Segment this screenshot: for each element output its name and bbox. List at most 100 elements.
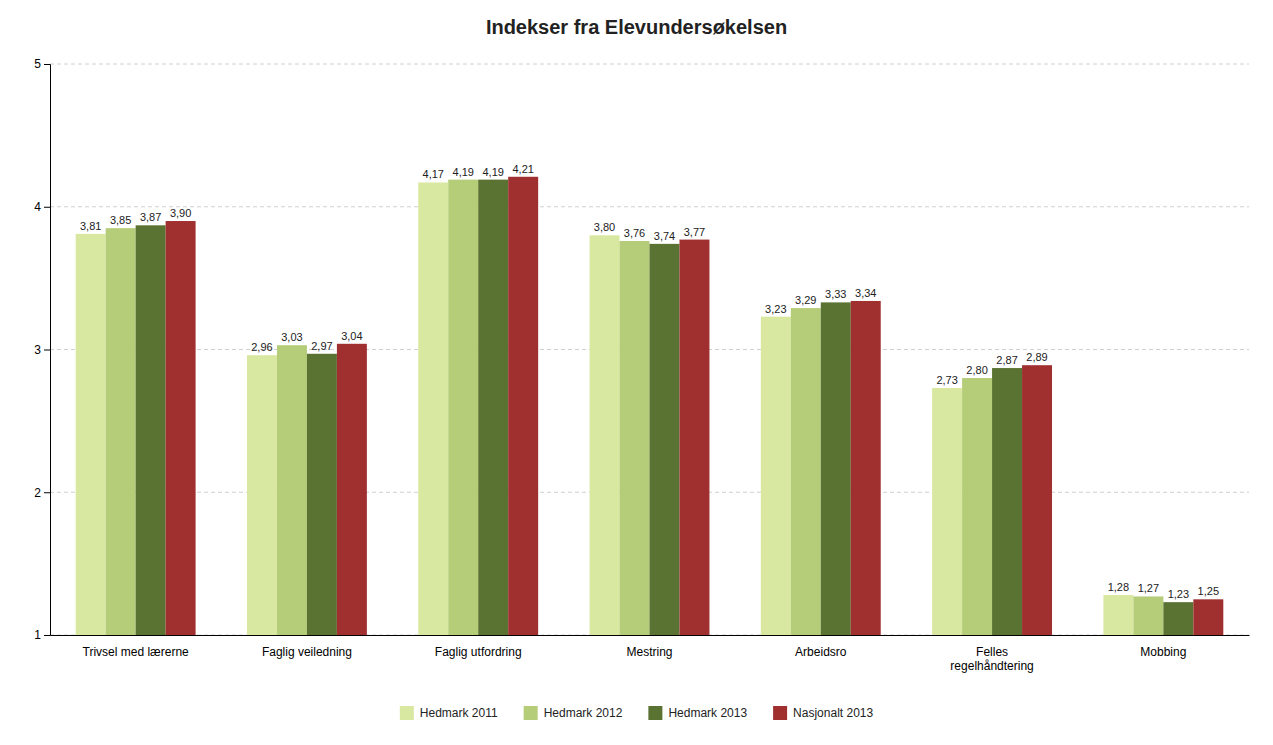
- legend-swatch: [400, 706, 414, 720]
- legend-swatch: [648, 706, 662, 720]
- data-label: 1,27: [1138, 582, 1159, 594]
- x-tick-label: Faglig utfordring: [435, 645, 522, 659]
- y-tick-label: 5: [34, 57, 41, 71]
- data-label: 3,81: [80, 220, 101, 232]
- data-label: 3,85: [110, 214, 131, 226]
- bar: [679, 240, 709, 635]
- legend: Hedmark 2011 Hedmark 2012 Hedmark 2013 Nasj…: [400, 706, 874, 720]
- bars: [76, 177, 1224, 635]
- bar: [962, 378, 992, 635]
- x-tick-label-line: Faglig utfordring: [435, 645, 522, 659]
- bar: [992, 368, 1022, 635]
- data-label: 2,80: [966, 364, 987, 376]
- bar: [1133, 596, 1163, 635]
- data-label: 1,23: [1168, 588, 1189, 600]
- y-tick-label: 4: [34, 200, 41, 214]
- data-label: 3,80: [594, 221, 615, 233]
- y-tick-label: 1: [34, 628, 41, 642]
- x-tick-label: Faglig veiledning: [262, 645, 352, 659]
- legend-swatch: [524, 706, 538, 720]
- y-tick-mark: [44, 635, 50, 636]
- bar: [106, 228, 136, 635]
- data-label: 3,33: [825, 288, 846, 300]
- chart: Indekser fra Elevundersøkelsen 1 2 3 4 5 3,81 2…: [0, 0, 1273, 745]
- bar: [508, 177, 538, 635]
- bar-series: [166, 177, 1224, 635]
- data-label: 1,28: [1108, 581, 1129, 593]
- y-axis-line: [44, 65, 51, 636]
- data-label: 3,34: [855, 287, 876, 299]
- data-label: 4,19: [482, 166, 503, 178]
- bar: [791, 308, 821, 635]
- x-tick: Trivsel med lærerne: [83, 645, 190, 659]
- data-label: 3,74: [654, 230, 675, 242]
- data-label: 2,73: [936, 374, 957, 386]
- x-tick: Faglig utfordring: [435, 645, 522, 659]
- bar-series: [136, 180, 1194, 635]
- data-label: 1,25: [1198, 585, 1219, 597]
- grid: [50, 64, 1249, 635]
- legend-swatch: [773, 706, 787, 720]
- y-tick: 5: [34, 57, 50, 71]
- bar: [337, 344, 367, 635]
- y-tick-label: 3: [34, 343, 41, 357]
- x-tick-label-line: Mobbing: [1140, 645, 1186, 659]
- data-label: 2,96: [251, 341, 272, 353]
- bar: [650, 244, 680, 635]
- grid-line: [50, 64, 1249, 65]
- data-label: 2,87: [996, 354, 1017, 366]
- bar: [590, 235, 620, 635]
- legend-label: Hedmark 2012: [544, 706, 623, 720]
- bar: [166, 221, 196, 635]
- x-tick-label: Fellesregelhåndtering: [950, 645, 1033, 673]
- bar: [136, 225, 166, 635]
- y-axis: 1 2 3 4 5: [34, 57, 50, 642]
- x-tick: Mobbing: [1140, 645, 1186, 659]
- x-axis-line: [51, 635, 1250, 636]
- x-tick: Arbeidsro: [795, 645, 847, 659]
- y-tick: 4: [34, 200, 50, 214]
- bar: [478, 180, 508, 635]
- data-label: 3,87: [140, 211, 161, 223]
- data-label: 4,19: [453, 166, 474, 178]
- legend-item: Hedmark 2013: [648, 706, 747, 720]
- bar: [620, 241, 650, 635]
- y-tick-mark: [44, 492, 50, 493]
- x-tick: Fellesregelhåndtering: [950, 645, 1033, 673]
- bar: [418, 182, 448, 635]
- data-label: 3,04: [341, 330, 362, 342]
- y-tick-mark: [44, 350, 50, 351]
- legend-item: Hedmark 2011: [400, 706, 498, 720]
- x-tick: Faglig veiledning: [262, 645, 352, 659]
- data-label: 3,90: [170, 207, 191, 219]
- bar: [1193, 599, 1223, 635]
- x-tick: Mestring: [626, 645, 672, 659]
- data-label: 4,21: [512, 163, 533, 175]
- grid-line: [50, 206, 1249, 207]
- bar: [277, 345, 307, 635]
- legend-label: Hedmark 2011: [420, 706, 498, 720]
- data-label: 3,29: [795, 294, 816, 306]
- data-label: 3,03: [281, 331, 302, 343]
- bar: [307, 354, 337, 635]
- y-tick: 2: [34, 486, 50, 500]
- x-tick-label-line: Felles: [976, 645, 1008, 659]
- bar: [76, 234, 106, 635]
- x-tick-label: Arbeidsro: [795, 645, 847, 659]
- y-tick-mark: [44, 207, 50, 208]
- plot: 123453,812,964,173,803,232,731,283,853,0…: [34, 57, 1249, 673]
- data-label: 2,89: [1026, 351, 1047, 363]
- bar: [761, 317, 791, 635]
- legend-label: Nasjonalt 2013: [793, 706, 873, 720]
- title: Indekser fra Elevundersøkelsen: [486, 16, 787, 38]
- x-axis: Trivsel med lærerne Faglig veiledning Fagl…: [51, 636, 1250, 673]
- x-tick-label-line: Mestring: [626, 645, 672, 659]
- bar: [851, 301, 881, 635]
- y-tick: 1: [34, 628, 50, 642]
- x-tick-label-line: Trivsel med lærerne: [83, 645, 190, 659]
- y-tick: 3: [34, 343, 50, 357]
- data-label: 3,76: [624, 227, 645, 239]
- x-tick-label-line: regelhåndtering: [950, 659, 1033, 673]
- x-tick-label: Mobbing: [1140, 645, 1186, 659]
- y-tick-mark: [44, 64, 50, 65]
